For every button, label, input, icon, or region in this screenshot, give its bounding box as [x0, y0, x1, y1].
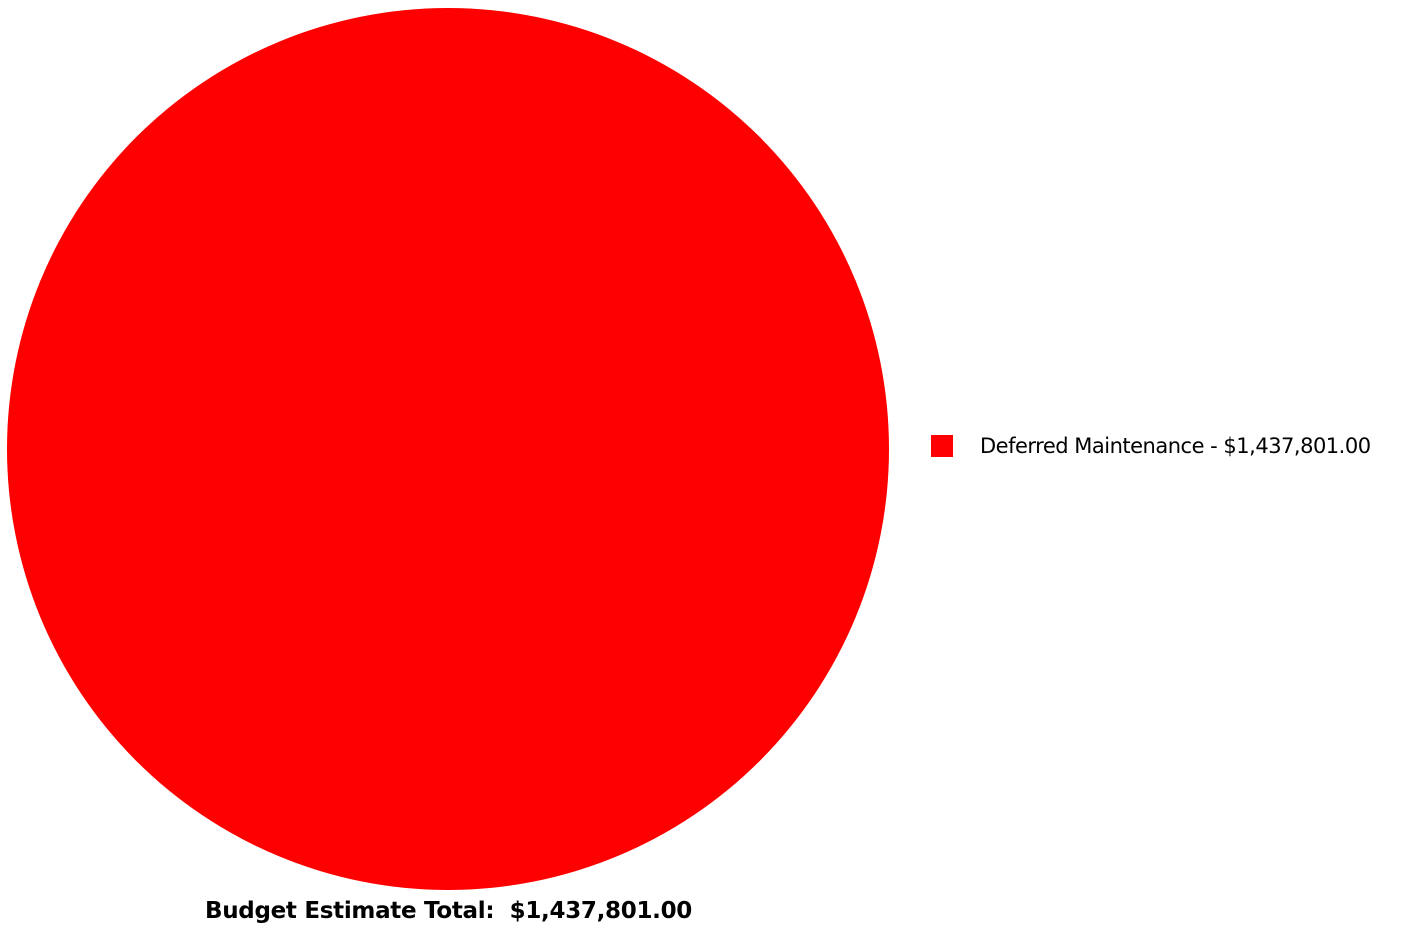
legend-label-deferred-maintenance: Deferred Maintenance - $1,437,801.00 [980, 434, 1371, 458]
pie-plot-area [7, 8, 889, 890]
budget-estimate-total: Budget Estimate Total: $1,437,801.00 [205, 898, 692, 924]
pie-slice-deferred-maintenance [7, 8, 889, 890]
legend: Deferred Maintenance - $1,437,801.00 [931, 434, 1371, 458]
legend-swatch-deferred-maintenance [931, 435, 953, 457]
